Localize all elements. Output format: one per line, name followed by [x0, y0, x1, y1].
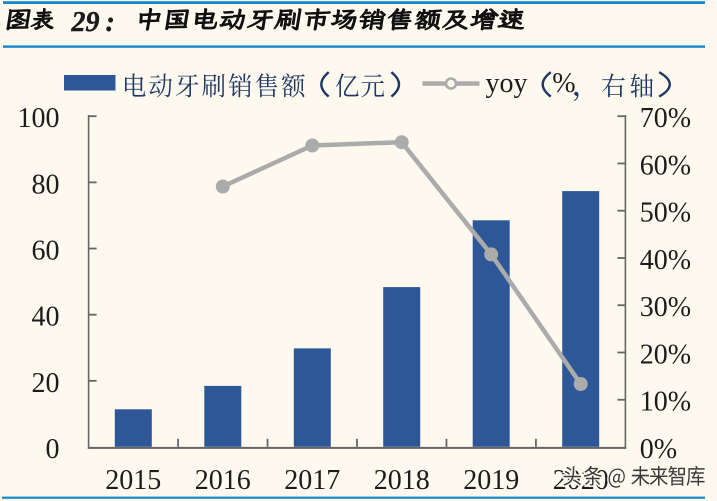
svg-text:50%: 50%: [640, 198, 691, 229]
svg-text:yoy: yoy: [486, 68, 528, 99]
svg-text:60%: 60%: [640, 151, 691, 182]
svg-text:20: 20: [32, 368, 60, 399]
svg-text:2016: 2016: [195, 465, 251, 496]
svg-text:2017: 2017: [284, 465, 340, 496]
svg-text:80: 80: [32, 169, 60, 200]
svg-text:30%: 30%: [640, 292, 691, 323]
svg-text:40: 40: [32, 302, 60, 333]
svg-text:2019: 2019: [463, 465, 519, 496]
svg-text:29:: 29:: [71, 7, 115, 38]
svg-text:20%: 20%: [640, 340, 691, 371]
svg-text:%: %: [552, 68, 575, 99]
svg-text:60: 60: [32, 236, 60, 267]
svg-text:40%: 40%: [640, 245, 691, 276]
svg-text:2018: 2018: [374, 465, 430, 496]
svg-text:10%: 10%: [640, 387, 691, 418]
svg-text:0: 0: [46, 434, 60, 465]
svg-text:0%: 0%: [640, 434, 677, 465]
svg-text:70%: 70%: [640, 103, 691, 134]
svg-text:2015: 2015: [105, 465, 161, 496]
svg-text:100: 100: [18, 103, 60, 134]
